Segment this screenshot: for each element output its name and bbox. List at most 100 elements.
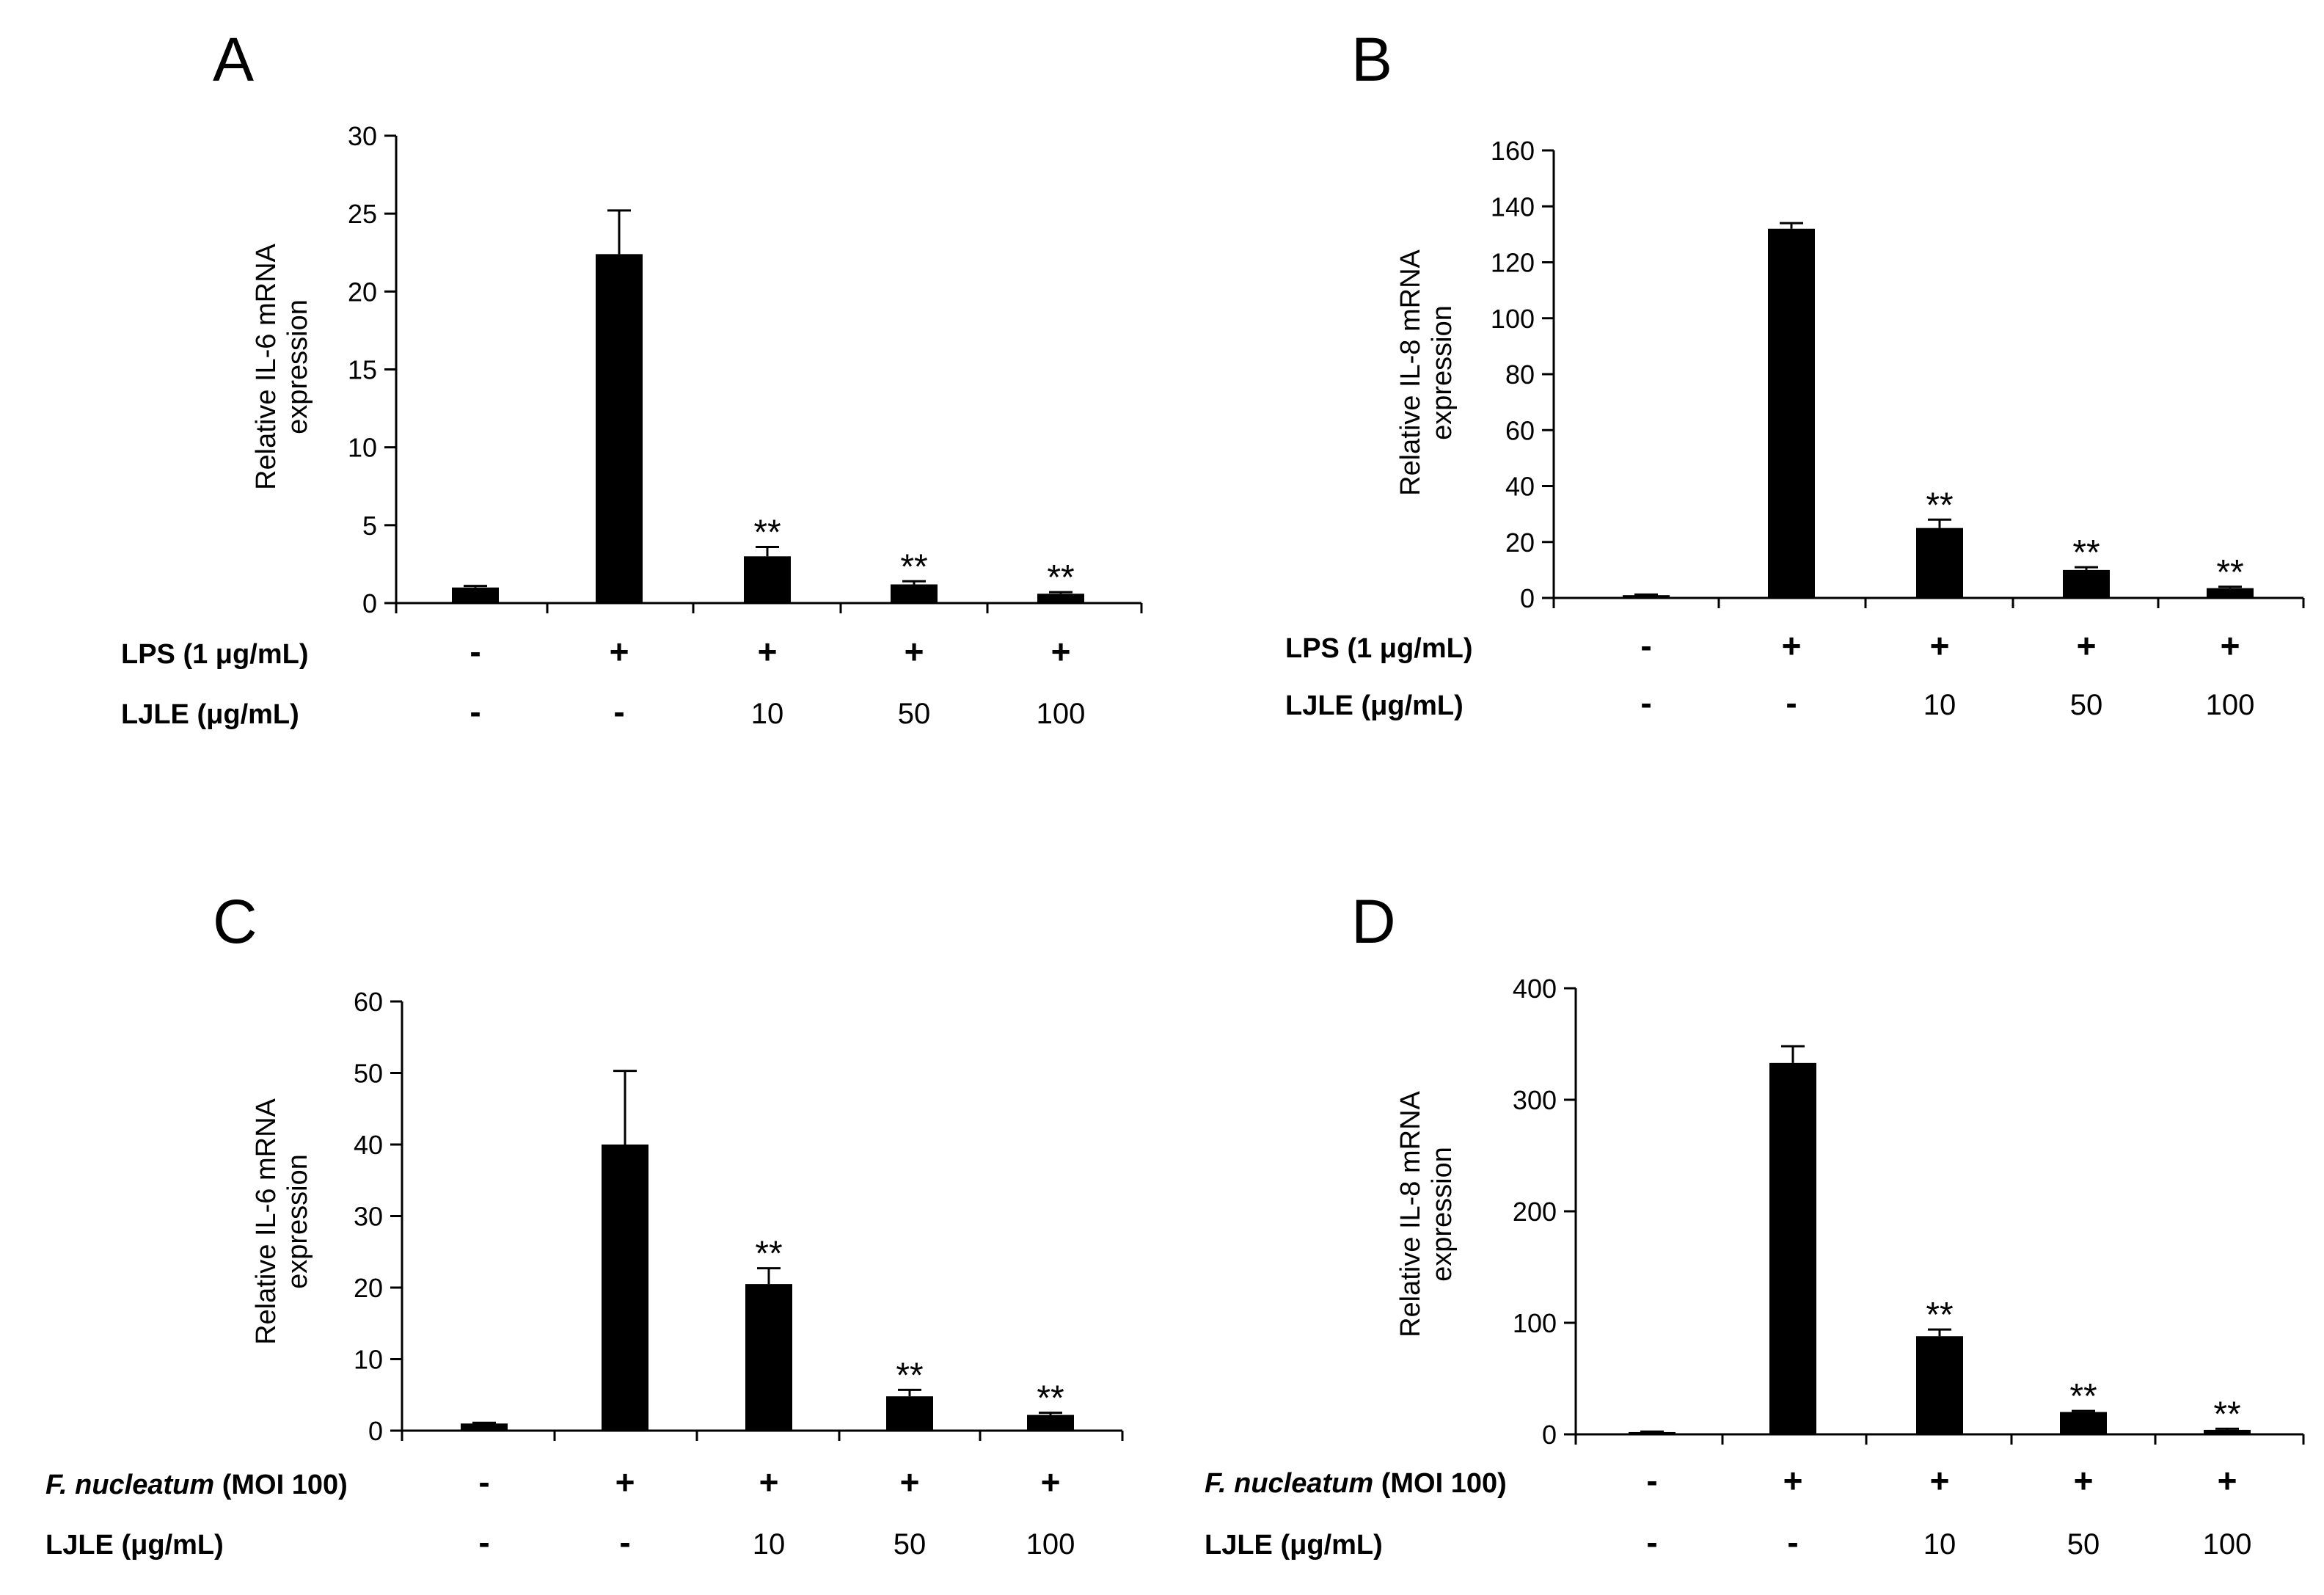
condition-row-label: LJLE (μg/mL) — [45, 1530, 224, 1561]
y-tick-label: 20 — [1505, 528, 1535, 558]
condition-value: 50 — [2067, 1528, 2100, 1561]
y-tick-label: 5 — [362, 511, 377, 541]
y-tick-label: 20 — [354, 1273, 383, 1303]
bar — [1916, 1336, 1963, 1434]
y-tick-label: 100 — [1491, 304, 1535, 334]
bar — [1037, 594, 1084, 603]
bar — [1769, 1062, 1816, 1434]
bar — [2063, 569, 2110, 598]
condition-value: + — [1051, 632, 1071, 671]
condition-value: + — [610, 632, 629, 671]
significance-mark: ** — [1047, 558, 1074, 597]
bar — [602, 1145, 648, 1431]
condition-row-label: F. nucleatum (MOI 100) — [45, 1470, 348, 1500]
condition-value: + — [759, 1463, 779, 1501]
y-tick-label: 40 — [1505, 472, 1535, 502]
bar — [461, 1423, 508, 1431]
y-tick-label: 160 — [1491, 136, 1535, 166]
chart-panel-c: C 0 10 20 30 40 50 60 Relative IL-6 mRNA expressi… — [45, 887, 1124, 1561]
y-axis-label: expression — [282, 299, 313, 434]
condition-value: - — [469, 693, 480, 731]
bar — [886, 1396, 933, 1431]
y-tick-label: 300 — [1513, 1085, 1557, 1115]
bar — [745, 1284, 792, 1431]
y-tick-label: 60 — [354, 987, 383, 1017]
condition-value: + — [1783, 1461, 1803, 1500]
y-tick-label: 140 — [1491, 191, 1535, 222]
bar — [452, 587, 499, 603]
condition-row-label: LPS (1 μg/mL) — [121, 639, 308, 670]
bar — [1768, 228, 1815, 598]
condition-row-label-italic: F. nucleatum — [1205, 1468, 1373, 1499]
significance-mark: ** — [896, 1356, 923, 1395]
y-tick-label: 100 — [1513, 1308, 1557, 1338]
significance-mark: ** — [900, 547, 927, 586]
significance-mark: ** — [2072, 533, 2100, 572]
y-tick-label: 0 — [1520, 583, 1535, 613]
condition-value: + — [1041, 1463, 1061, 1501]
condition-row-label-text: (MOI 100) — [1373, 1468, 1507, 1499]
y-tick-label: 120 — [1491, 248, 1535, 278]
chart-panel-d: D 0 100 200 300 400 Relative IL-8 mRNA expressi… — [1205, 887, 2305, 1561]
condition-value: + — [758, 632, 778, 671]
y-axis-label: expression — [282, 1154, 313, 1289]
condition-value: 10 — [751, 698, 784, 730]
condition-row-label: LJLE (μg/mL) — [121, 699, 299, 730]
y-tick-label: 20 — [348, 277, 377, 307]
condition-value: + — [900, 1463, 920, 1501]
y-tick-label: 200 — [1513, 1197, 1557, 1227]
y-tick-label: 30 — [348, 121, 377, 151]
condition-row-label: F. nucleatum (MOI 100) — [1205, 1468, 1507, 1499]
y-tick-label: 400 — [1513, 974, 1557, 1004]
significance-mark: ** — [2216, 553, 2243, 592]
y-tick-label: 0 — [362, 588, 377, 618]
y-axis-label: Relative IL-6 mRNA — [251, 1098, 282, 1344]
bar — [2207, 588, 2254, 598]
bar — [2060, 1412, 2107, 1434]
y-axis-label: Relative IL-6 mRNA — [251, 243, 282, 489]
condition-value: 10 — [1923, 1528, 1956, 1561]
significance-mark: ** — [755, 1235, 782, 1274]
condition-row-label-text: LJLE (μg/mL) — [121, 699, 299, 730]
y-tick-label: 50 — [354, 1059, 383, 1089]
condition-value: 10 — [1923, 689, 1956, 721]
condition-value: 100 — [1037, 698, 1086, 730]
y-tick-label: 0 — [1542, 1420, 1557, 1450]
condition-value: + — [2077, 627, 2097, 665]
y-axis-label: expression — [1427, 305, 1458, 440]
significance-mark: ** — [1926, 1296, 1953, 1335]
condition-value: + — [2221, 627, 2240, 665]
condition-value: - — [478, 1523, 489, 1561]
condition-row-label-text: (MOI 100) — [214, 1470, 348, 1500]
y-tick-label: 80 — [1505, 359, 1535, 390]
condition-value: 50 — [2070, 689, 2103, 721]
condition-row-label: LJLE (μg/mL) — [1285, 690, 1464, 721]
significance-mark: ** — [2069, 1377, 2097, 1416]
condition-value: 50 — [894, 1528, 927, 1561]
condition-value: + — [2074, 1461, 2094, 1500]
y-axis-label: Relative IL-8 mRNA — [1395, 249, 1426, 495]
condition-row-label: LPS (1 μg/mL) — [1285, 633, 1472, 664]
bar — [1623, 595, 1670, 598]
y-tick-label: 60 — [1505, 415, 1535, 445]
y-tick-label: 10 — [354, 1345, 383, 1375]
y-tick-label: 10 — [348, 433, 377, 463]
condition-row-label-text: LJLE (μg/mL) — [1205, 1530, 1383, 1561]
significance-mark: ** — [2213, 1395, 2240, 1434]
panel-letter: B — [1351, 25, 1392, 94]
bar — [744, 556, 791, 603]
condition-value: 100 — [2203, 1528, 2252, 1561]
condition-value: + — [905, 632, 924, 671]
significance-mark: ** — [1037, 1379, 1064, 1418]
condition-value: - — [1640, 684, 1651, 722]
chart-panel-a: A 0 5 10 15 20 25 30 Relative IL-6 mRNA expressio… — [121, 25, 1143, 731]
condition-value: 100 — [1026, 1528, 1075, 1561]
bar — [1629, 1431, 1676, 1434]
condition-row-label-italic: F. nucleatum — [45, 1470, 214, 1500]
condition-value: - — [1640, 627, 1651, 665]
bar — [596, 254, 643, 603]
bar — [891, 584, 938, 603]
condition-value: + — [1930, 627, 1950, 665]
y-tick-label: 30 — [354, 1202, 383, 1232]
